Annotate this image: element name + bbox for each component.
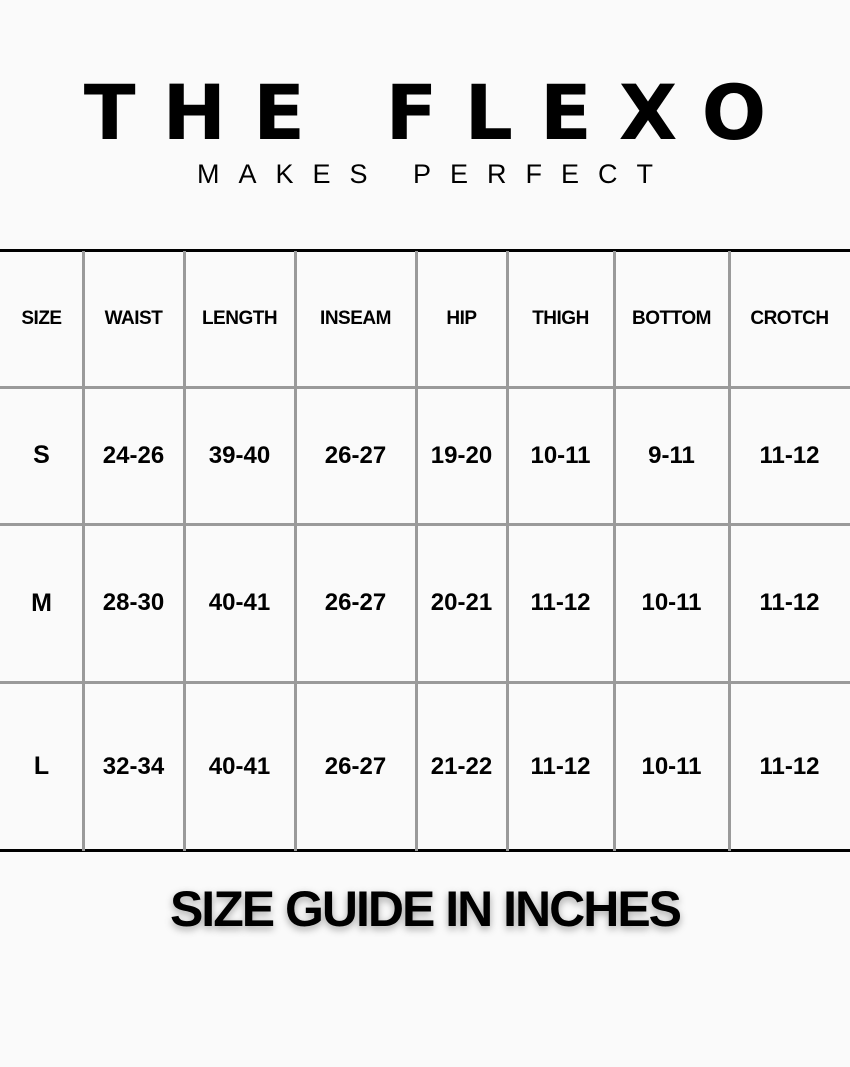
table-top-border	[0, 249, 850, 252]
column-divider	[415, 251, 418, 851]
column-divider	[294, 251, 297, 851]
table-cell: 26-27	[324, 752, 387, 780]
row-divider	[0, 523, 850, 526]
table-cell: 9-11	[648, 441, 695, 469]
column-header-crotch: CROTCH	[750, 308, 829, 329]
brand-title: THE FLEXO	[83, 68, 794, 157]
table-cell: 11-12	[759, 441, 820, 469]
size-guide-caption: SIZE GUIDE IN INCHES	[169, 881, 682, 937]
column-header-hip: HIP	[446, 308, 477, 329]
table-cell: 39-40	[208, 441, 271, 469]
column-header-thigh: THIGH	[532, 308, 589, 329]
table-cell: 11-12	[759, 752, 820, 780]
column-divider	[728, 251, 731, 851]
column-divider	[506, 251, 509, 851]
table-cell: 28-30	[102, 589, 165, 616]
table-cell: 10-11	[530, 441, 591, 469]
table-cell: 26-27	[324, 441, 387, 469]
column-divider	[82, 251, 85, 851]
column-header-length: LENGTH	[201, 308, 278, 329]
table-cell: 11-12	[530, 752, 591, 780]
row-size-label: L	[33, 752, 50, 780]
table-cell: 10-11	[641, 752, 702, 780]
table-cell: 40-41	[208, 589, 271, 616]
table-cell: 40-41	[208, 752, 271, 780]
row-divider	[0, 386, 850, 389]
table-cell: 26-27	[324, 589, 387, 616]
column-divider	[183, 251, 186, 851]
row-size-label: S	[33, 441, 50, 469]
table-cell: 24-26	[102, 441, 165, 469]
column-header-bottom: BOTTOM	[632, 308, 711, 329]
table-cell: 32-34	[102, 752, 165, 780]
table-cell: 20-21	[430, 589, 493, 616]
row-size-label: M	[31, 588, 52, 617]
column-header-inseam: INSEAM	[320, 308, 391, 329]
brand-tagline: MAKES PERFECT	[196, 159, 673, 189]
table-cell: 11-12	[759, 589, 820, 616]
column-divider	[613, 251, 616, 851]
table-cell: 21-22	[430, 752, 493, 780]
column-header-waist: WAIST	[104, 308, 163, 329]
table-cell: 11-12	[530, 589, 591, 616]
column-header-size: SIZE	[21, 308, 62, 329]
table-cell: 10-11	[641, 589, 702, 616]
row-divider	[0, 681, 850, 684]
table-bottom-border	[0, 849, 850, 852]
table-cell: 19-20	[430, 441, 493, 469]
